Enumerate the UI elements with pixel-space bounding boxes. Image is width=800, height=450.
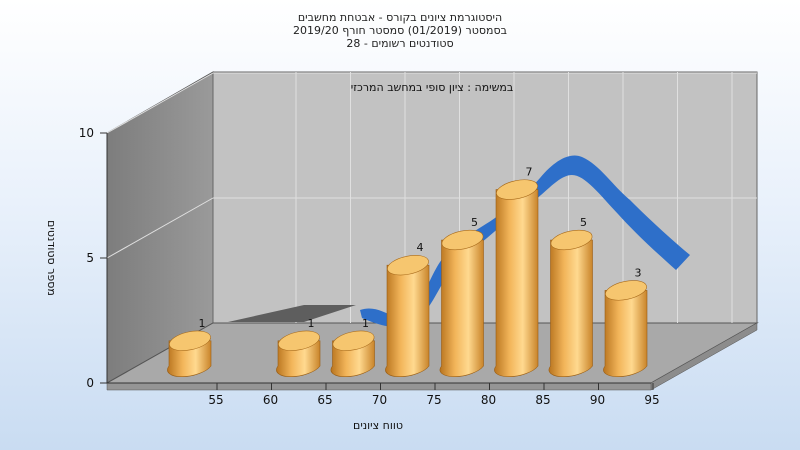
bar-data-label: 5 <box>580 216 587 229</box>
x-tick-label: 90 <box>590 393 605 407</box>
bar-data-label: 7 <box>526 166 533 179</box>
x-tick-label: 80 <box>481 393 496 407</box>
grid-line-left <box>106 72 214 134</box>
chart-title-line-2: בסמסטר (01/2019) סמסטר חורף 2019/20 <box>293 24 507 37</box>
floor-edge-front <box>106 382 652 391</box>
bar-data-label: 4 <box>417 241 424 254</box>
trend-band-flat <box>228 305 356 322</box>
bar: 7 <box>494 166 539 377</box>
bar-top <box>550 229 593 251</box>
bar-body <box>385 264 430 377</box>
x-axis-label: טווח ציונים <box>353 419 403 432</box>
bar: 5 <box>548 216 593 377</box>
trend-band <box>228 155 690 328</box>
bar-data-label: 1 <box>362 317 369 330</box>
bar-top <box>441 229 484 251</box>
x-tick-label: 70 <box>372 393 387 407</box>
bar-top <box>169 330 211 351</box>
bar-body <box>494 189 539 377</box>
y-tick-label: 0 <box>86 376 94 390</box>
trend-band-curve <box>360 155 690 328</box>
y-tick-label: 5 <box>86 251 94 265</box>
bar-body <box>439 239 484 377</box>
x-tick-label: 85 <box>535 393 550 407</box>
inner-title: במשימה : ציון סופי במחשב המרכזי <box>351 81 514 94</box>
x-tick-label: 65 <box>317 393 332 407</box>
bars: 1 1 1 4 5 7 5 3 <box>167 166 648 377</box>
y-axis-label: מספר סטודנטים <box>45 220 58 296</box>
chart-title-line-1: היסטוגרמת ציונים בקורס - אבטחת מחשבים <box>298 11 502 24</box>
bar-top <box>496 179 538 200</box>
grid-lines <box>106 72 757 323</box>
bar: 1 <box>330 317 375 377</box>
bar: 1 <box>276 317 321 377</box>
bar-data-label: 1 <box>308 317 315 330</box>
bar: 5 <box>439 216 484 377</box>
y-tick-label: 10 <box>79 126 94 140</box>
x-tick-label: 75 <box>426 393 441 407</box>
chart-title-line-3: סטודנטים רשומים - 28 <box>346 37 453 50</box>
bar: 1 <box>167 317 212 377</box>
bar-top <box>278 330 320 351</box>
bar-body <box>548 239 593 377</box>
x-tick-label: 60 <box>263 393 278 407</box>
bar-top <box>605 280 647 301</box>
x-tick-label: 95 <box>644 393 659 407</box>
bar-top <box>387 255 429 276</box>
bar: 3 <box>603 266 648 377</box>
bar-data-label: 1 <box>199 317 206 330</box>
bar: 4 <box>385 241 430 377</box>
grid-line-left <box>106 197 214 259</box>
bar-data-label: 5 <box>471 216 478 229</box>
bar-data-label: 3 <box>635 266 642 279</box>
bar-body <box>603 290 648 377</box>
x-tick-label: 55 <box>208 393 223 407</box>
bar-top <box>332 330 375 351</box>
